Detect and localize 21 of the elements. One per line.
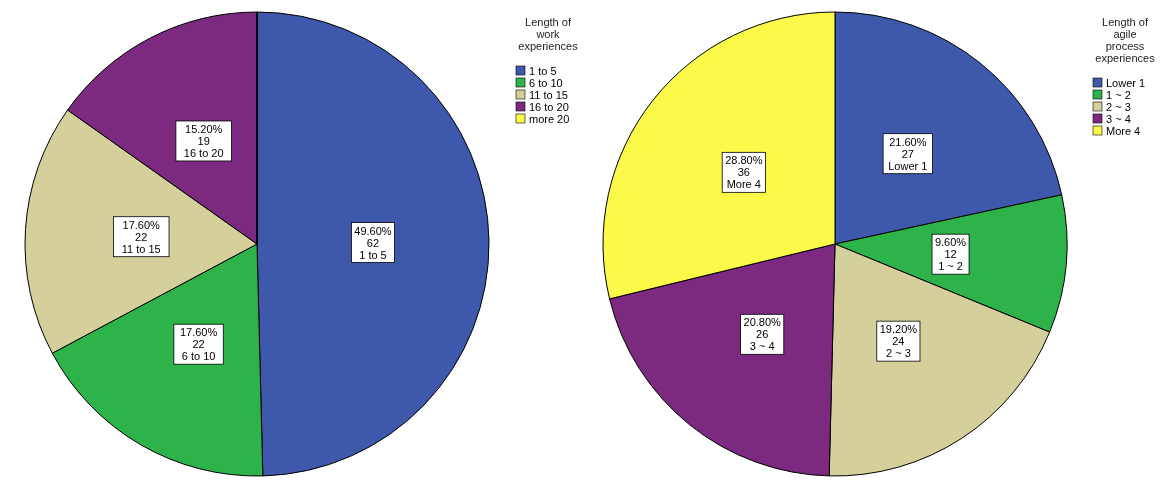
legend-label: 1 to 5 [529,65,557,77]
legend-label: more 20 [529,113,570,125]
data-label: 19.20% 24 2 ~ 3 [879,323,918,360]
data-label: 17.60% 22 6 to 10 [179,326,218,363]
legend-label: 1 ~ 2 [1106,89,1131,101]
legend-label: Lower 1 [1106,77,1146,89]
data-label: 21.60% 27 Lower 1 [888,135,928,172]
legend-title: Length of agile process experiences [1095,16,1156,64]
legend-label: 2 ~ 3 [1106,101,1131,113]
legend-label: 6 to 10 [529,77,563,89]
legend-label: 11 to 15 [529,89,568,101]
legend-label: 3 ~ 4 [1106,113,1131,125]
data-label: 15.20% 19 16 to 20 [183,122,224,159]
data-label: 17.60% 22 11 to 15 [121,218,161,255]
legend-label: 16 to 20 [529,101,569,113]
legend-label: More 4 [1106,125,1141,137]
data-label: 49.60% 62 1 to 5 [354,224,392,261]
legend-title: Length of work experiences [518,16,579,52]
data-label: 20.80% 26 3 ~ 4 [743,316,782,353]
data-label: 28.80% 36 More 4 [725,154,763,191]
data-label: 9.60% 12 1 ~ 2 [934,236,967,273]
